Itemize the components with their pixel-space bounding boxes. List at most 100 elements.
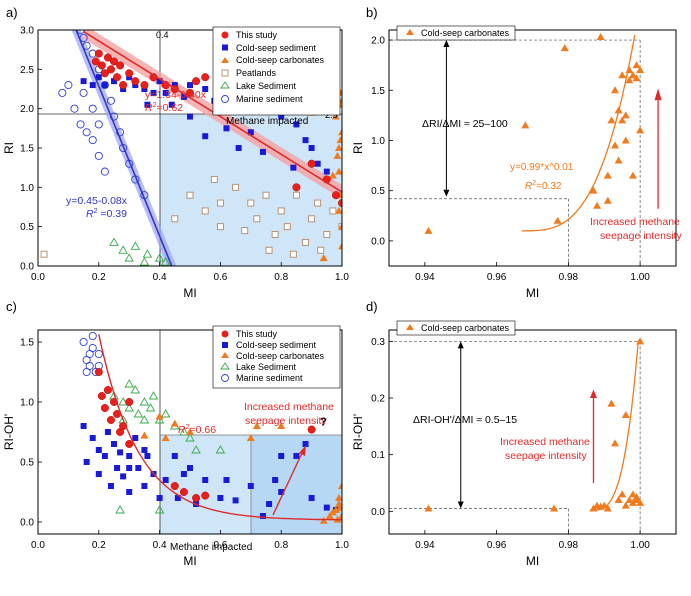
blue-fit-r2: R2 =0.39 xyxy=(86,208,127,220)
legend-marker-cold-seep-sediment xyxy=(222,342,228,348)
point-this-study xyxy=(106,416,115,425)
point-cold-seep-carbonates xyxy=(325,512,334,519)
point-cold-seep-sediment xyxy=(95,447,102,453)
y-tick-label: 2.0 xyxy=(371,36,385,47)
point-cold-seep-carbonates xyxy=(618,71,627,79)
point-peatlands xyxy=(241,227,249,235)
point-peatlands xyxy=(323,231,331,238)
panel-a: a) 0.0 0.2 0.4 0.6 0.8 1.0 0.0 0.5 1.0 1.5 2.0 2.5 3… xyxy=(2,5,349,300)
point-peatlands xyxy=(253,215,261,223)
point-this-study xyxy=(94,49,103,58)
point-cold-seep-sediment xyxy=(259,148,266,155)
point-cold-seep-carbonates xyxy=(331,112,340,120)
point-lake-sediment xyxy=(118,245,128,254)
x-tick-label: 0.98 xyxy=(559,272,579,283)
region-label-a: Methane impacted xyxy=(226,116,308,127)
point-cold-seep-sediment xyxy=(126,453,133,459)
power-fit-curve-b xyxy=(521,34,636,232)
point-cold-seep-carbonates xyxy=(618,490,627,498)
legend-marker-lake-sediment xyxy=(220,362,230,370)
point-marine-sediment xyxy=(106,96,116,105)
point-cold-seep-sediment xyxy=(187,113,193,120)
point-cold-seep-carbonates xyxy=(155,412,164,420)
point-cold-seep-carbonates xyxy=(607,399,616,407)
point-cold-seep-sediment xyxy=(266,501,273,507)
point-cold-seep-sediment xyxy=(235,145,242,151)
point-lake-sediment xyxy=(130,241,141,250)
x-axis-label: MI xyxy=(526,286,539,300)
x-tick-label: 0.0 xyxy=(31,540,45,551)
x-tick-label: 0.4 xyxy=(153,272,167,283)
point-cold-seep-sediment xyxy=(278,453,285,459)
point-cold-seep-sediment xyxy=(278,113,285,120)
point-cold-seep-carbonates xyxy=(550,504,559,512)
point-cold-seep-carbonates xyxy=(636,337,645,345)
y-tick-label: 0.0 xyxy=(20,262,34,273)
point-cold-seep-sediment xyxy=(104,429,111,435)
point-this-study xyxy=(116,61,125,70)
point-cold-seep-carbonates xyxy=(334,144,342,151)
arrow-text-b-2: seepage intensity xyxy=(600,230,682,242)
blue-fit-line xyxy=(75,30,173,266)
point-peatlands xyxy=(201,207,209,215)
x-tick-label: 0.96 xyxy=(487,540,507,551)
point-cold-seep-sediment xyxy=(180,471,187,477)
point-cold-seep-carbonates xyxy=(424,504,433,512)
point-peatlands xyxy=(232,183,240,191)
point-this-study xyxy=(94,368,103,377)
point-cold-seep-carbonates xyxy=(338,128,342,136)
point-this-study xyxy=(97,61,106,70)
point-peatlands xyxy=(292,191,300,199)
point-cold-seep-carbonates xyxy=(319,254,328,262)
point-cold-seep-sediment xyxy=(135,465,142,471)
point-marine-sediment xyxy=(58,88,67,97)
point-lake-sediment xyxy=(154,415,165,424)
blue-fit-equation: y=0.45-0.08x xyxy=(66,195,128,207)
point-cold-seep-sediment xyxy=(89,82,96,89)
point-this-study xyxy=(106,65,115,74)
point-cold-seep-carbonates xyxy=(338,242,342,250)
point-marine-sediment xyxy=(82,367,91,377)
point-cold-seep-sediment xyxy=(171,453,178,459)
point-cold-seep-carbonates xyxy=(331,506,340,513)
point-cold-seep-carbonates xyxy=(603,504,612,512)
point-cold-seep-carbonates xyxy=(338,512,342,519)
point-cold-seep-carbonates xyxy=(636,66,645,74)
point-cold-seep-carbonates xyxy=(621,111,630,119)
point-cold-seep-carbonates xyxy=(333,151,342,159)
point-peatlands xyxy=(262,191,270,199)
point-lake-sediment xyxy=(185,433,195,442)
point-cold-seep-sediment xyxy=(156,495,163,501)
x-tick-label: 0.96 xyxy=(487,272,507,283)
point-this-study xyxy=(119,81,128,90)
legend-b-label: Cold-seep carbonates xyxy=(421,28,510,38)
point-lake-sediment xyxy=(215,445,226,454)
point-this-study xyxy=(125,69,134,78)
point-cold-seep-carbonates xyxy=(593,201,602,209)
y-tick-label: 0.5 xyxy=(20,222,34,233)
panel-b: b) 0.94 0.96 0.98 1.00 0.0 0.5 1.0 1.5 2.0 MI RI Δ… xyxy=(351,5,682,300)
arrow-text-c-2: seepage intensity xyxy=(245,415,327,427)
x-axis-label: MI xyxy=(183,286,196,300)
legend-c-label: Lake Sediment xyxy=(236,362,297,372)
point-cold-seep-carbonates xyxy=(625,66,634,74)
point-cold-seep-sediment xyxy=(180,93,187,100)
point-this-study xyxy=(103,386,112,395)
point-marine-sediment xyxy=(79,88,88,97)
legend-d: Cold-seep carbonates xyxy=(396,320,516,336)
legend-a: This study Cold-seep sediment Cold-seep … xyxy=(212,26,341,116)
y-tick-label: 0.2 xyxy=(371,394,385,405)
point-this-study xyxy=(125,440,134,449)
x-tick-label: 0.98 xyxy=(559,540,579,551)
point-marine-sediment xyxy=(79,337,88,347)
point-marine-sediment xyxy=(116,128,125,137)
fit-equation-b: y=0.99*x^0.01 xyxy=(510,162,574,173)
point-peatlands xyxy=(283,223,291,231)
point-cold-seep-sediment xyxy=(150,89,157,96)
legend-a-label: Cold-seep carbonates xyxy=(236,55,325,65)
point-cold-seep-carbonates xyxy=(618,116,627,124)
point-cold-seep-carbonates xyxy=(596,33,605,41)
legend-marker-cold-seep-carbonates xyxy=(406,324,414,330)
fit-r2-b: R2=0.32 xyxy=(525,180,562,192)
point-cold-seep-sediment xyxy=(101,453,108,459)
